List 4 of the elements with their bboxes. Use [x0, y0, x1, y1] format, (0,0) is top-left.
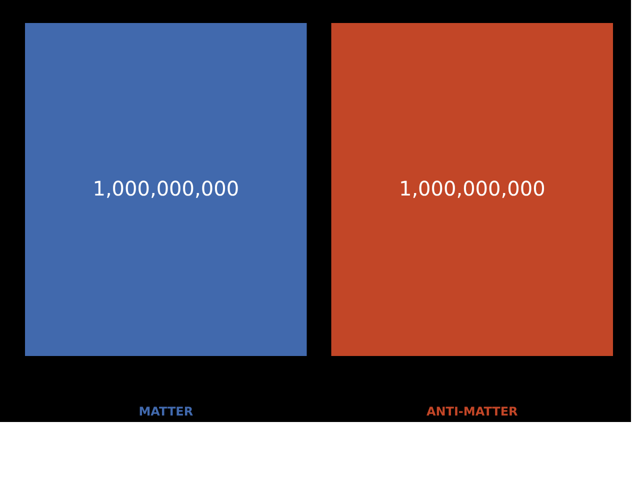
data-label: 1,000,000,000 — [92, 176, 240, 200]
data-label: 1,000,000,000 — [398, 176, 546, 200]
x-tick-label: ANTI-MATTER — [426, 404, 518, 418]
x-tick-label: MATTER — [138, 404, 194, 418]
